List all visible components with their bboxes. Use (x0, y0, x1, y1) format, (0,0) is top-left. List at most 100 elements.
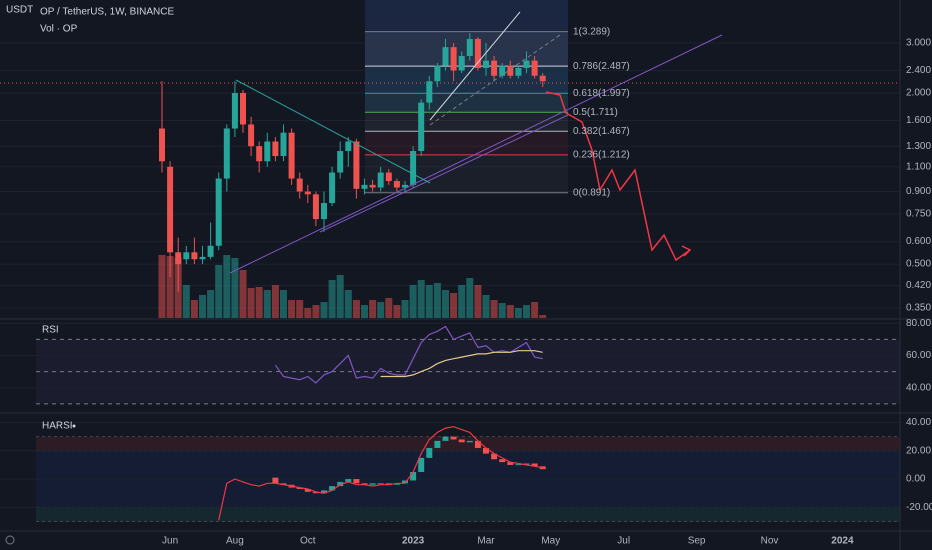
y-tick-label: 80.00 (906, 318, 931, 329)
y-tick-label: 1.600 (906, 115, 931, 126)
timezone-icon[interactable] (5, 535, 15, 545)
candle-body (272, 141, 279, 157)
harsi-candle (321, 490, 327, 494)
harsi-candle (418, 457, 425, 472)
volume-bar (377, 302, 385, 318)
y-tick-label: 0.750 (906, 209, 931, 220)
y-tick-label: 2.000 (906, 88, 931, 99)
volume-bar (409, 285, 417, 318)
volume-bar (498, 303, 506, 318)
candle-body (353, 141, 360, 189)
candle-body (248, 124, 255, 147)
harsi-candle (458, 439, 465, 443)
fibonacci (365, 31, 568, 194)
harsi-candle (466, 440, 473, 443)
x-tick-label: Oct (300, 536, 316, 547)
harsi-candle (369, 483, 376, 485)
candle-body (426, 81, 433, 103)
currency: USDT (6, 5, 33, 16)
candle-body (539, 75, 546, 82)
harsi-candle (507, 462, 514, 465)
volume-bar (223, 255, 231, 318)
fib-label: 0.382(1.467) (573, 126, 630, 137)
candle-body (296, 178, 303, 192)
candle-body (393, 181, 400, 188)
volume-bar (425, 285, 433, 318)
candle-body (288, 132, 295, 179)
volume-bar (506, 305, 514, 318)
x-tick-label: Mar (477, 536, 495, 547)
volume-bar (280, 290, 287, 318)
fib-label: 0.786(2.487) (573, 61, 630, 72)
candle-body (337, 151, 344, 173)
x-tick-label: Sep (688, 536, 706, 547)
harsi-candle (410, 472, 417, 481)
y-tick-label: -20.00 (906, 502, 932, 513)
volume-bar (239, 270, 247, 318)
candle-body (434, 65, 441, 82)
volume-bar (158, 255, 166, 318)
fib-label: 0.236(1.212) (573, 149, 630, 160)
y-tick-label: 40.00 (906, 382, 931, 393)
candle-body (523, 60, 530, 68)
y-tick-label: 1.100 (906, 161, 931, 172)
harsi-candle (491, 453, 498, 460)
harsi-candle (474, 440, 481, 448)
x-tick-label: 2023 (402, 536, 425, 547)
harsi-candle (393, 483, 400, 485)
volume-bar (393, 305, 401, 318)
y-tick-label: 20.00 (906, 445, 931, 456)
volume-bar (199, 295, 206, 318)
volume-bar (523, 305, 530, 318)
candle-body (183, 252, 190, 260)
volume-bar (531, 302, 539, 318)
harsi-line (218, 426, 543, 521)
chart-title: OP / TetherUS, 1W, BINANCE (40, 7, 174, 18)
candle-body (531, 60, 538, 76)
x-tick-label: Aug (226, 536, 244, 547)
channel-line (429, 34, 561, 126)
volume-bar (288, 300, 296, 318)
volume-bar (514, 308, 522, 318)
volume-bar (401, 300, 409, 318)
candle-body (466, 38, 473, 56)
harsi-candle (434, 440, 441, 448)
harsi-candle (402, 480, 408, 484)
candle-body (410, 151, 417, 185)
harsi-candle (312, 491, 319, 494)
legend-dot (72, 424, 76, 428)
fib-label: 0.618(1.997) (573, 88, 630, 99)
harsi-candle (296, 487, 303, 489)
candle-body (175, 252, 182, 265)
candle-body (418, 102, 425, 152)
candle-body (377, 172, 384, 188)
candle-body (483, 60, 489, 68)
candle-body (264, 141, 271, 162)
y-tick-label: 0.350 (906, 303, 931, 314)
harsi-candle (377, 483, 384, 485)
candle-body (304, 191, 311, 195)
volume-bar (490, 300, 498, 318)
volume-bar (450, 293, 458, 318)
volume-bar (442, 290, 449, 318)
grid (0, 42, 900, 523)
volume-bar (458, 285, 466, 318)
x-tick-label: Jun (162, 536, 178, 547)
fib-zone (365, 131, 568, 155)
y-tick-label: 3.000 (906, 38, 931, 49)
candle-body (491, 60, 498, 76)
volume-bar (166, 256, 174, 318)
candle-body (191, 252, 198, 260)
projection-path (545, 91, 691, 262)
candle-body (345, 141, 352, 152)
candle-body (256, 146, 263, 162)
candle-body (159, 128, 165, 162)
y-tick-label: 0.900 (906, 186, 931, 197)
volume-bar (190, 300, 198, 318)
candle-body (223, 128, 230, 179)
x-tick-label: May (541, 536, 560, 547)
candle-body (240, 93, 246, 125)
candle-body (231, 93, 238, 129)
